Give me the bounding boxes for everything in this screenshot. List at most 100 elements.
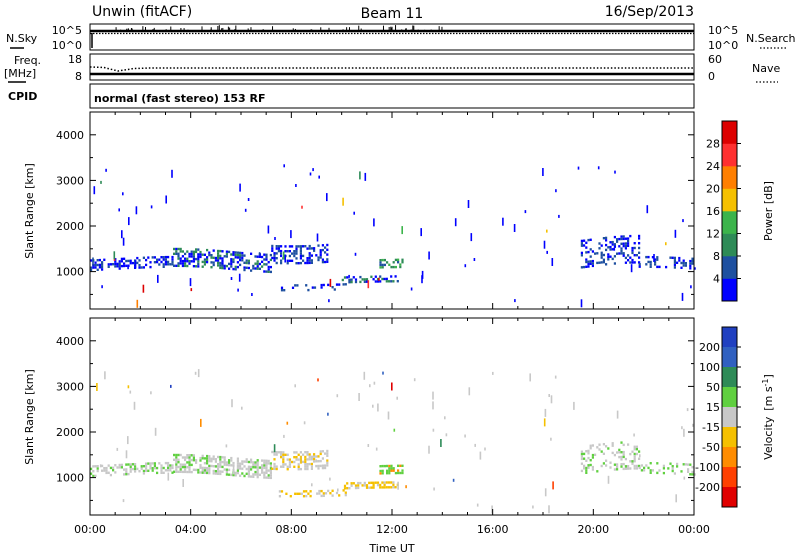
echo-cell [295, 257, 298, 260]
echo-cell [123, 262, 126, 265]
echo-cell [321, 244, 324, 247]
echo-cell [294, 284, 297, 287]
echo-cell [120, 260, 123, 263]
echo-cell [673, 256, 676, 260]
echo-cell [197, 255, 200, 258]
echo-cell [654, 260, 657, 264]
echo-cell [164, 469, 167, 472]
echo-cell [245, 266, 248, 269]
echo-cell [243, 474, 246, 478]
echo-cell [271, 467, 274, 470]
echo-cell [638, 464, 641, 468]
echo-cell [195, 468, 198, 472]
echo-cell [140, 266, 143, 269]
echo-cell [589, 444, 592, 447]
scatter-echo [105, 168, 107, 172]
echo-cell [160, 471, 163, 474]
scatter-echo [92, 257, 94, 266]
echo-cell [326, 464, 329, 467]
echo-cell [256, 262, 259, 266]
echo-cell [175, 456, 178, 459]
echo-cell [624, 467, 627, 470]
echo-cell [293, 252, 296, 255]
scatter-echo [473, 258, 476, 261]
echo-cell [125, 473, 128, 476]
echo-cell [591, 456, 594, 459]
echo-cell [587, 449, 590, 453]
echo-cell [190, 260, 193, 263]
scatter-echo [336, 394, 339, 398]
echo-cell [341, 278, 344, 282]
echo-cell [162, 258, 165, 261]
echo-cell [129, 463, 132, 466]
echo-cell [177, 465, 180, 469]
echo-cell [184, 264, 187, 268]
echo-cell [127, 472, 130, 476]
colorbar-tick-label: 20 [706, 183, 720, 196]
scatter-echo [639, 454, 641, 458]
echo-cell [305, 494, 308, 498]
echo-cell [296, 492, 299, 495]
echo-cell [315, 455, 318, 458]
echo-cell [288, 245, 291, 248]
scatter-echo [391, 382, 393, 391]
echo-cell [171, 466, 174, 470]
echo-cell [203, 258, 206, 261]
echo-cell [162, 265, 165, 268]
scatter-echo [190, 288, 193, 292]
scatter-echo [232, 466, 235, 475]
echo-cell [228, 468, 231, 472]
echo-cell [624, 244, 627, 248]
echo-cell [580, 242, 583, 245]
echo-cell [288, 254, 291, 258]
echo-cell [201, 466, 204, 470]
echo-cell [302, 495, 306, 498]
scatter-echo [348, 274, 350, 278]
scatter-echo [283, 434, 285, 438]
echo-cell [199, 250, 202, 254]
echo-cell [682, 264, 685, 267]
echo-cell [184, 468, 187, 471]
scatter-echo [646, 205, 649, 214]
echo-cell [234, 471, 237, 475]
echo-cell [201, 457, 204, 460]
echo-cell [631, 246, 634, 250]
echo-cell [234, 256, 237, 259]
echo-cell [324, 466, 327, 470]
echo-cell [376, 483, 380, 487]
echo-cell [627, 443, 630, 446]
echo-cell [297, 245, 300, 248]
echo-cell [280, 455, 283, 459]
echo-cell [177, 252, 180, 255]
echo-cell [171, 258, 174, 261]
echo-cell [219, 460, 222, 464]
echo-cell [265, 476, 268, 479]
echo-cell [383, 258, 386, 262]
colorbar-segment [722, 407, 737, 428]
echo-cell [263, 270, 266, 273]
scatter-echo [690, 285, 692, 289]
echo-cell [638, 450, 641, 453]
colorbar-segment [722, 143, 737, 167]
echo-cell [247, 460, 250, 464]
echo-cell [250, 461, 253, 464]
echo-cell [299, 254, 302, 258]
echo-cell [620, 458, 623, 461]
echo-cell [118, 262, 121, 265]
scatter-echo [135, 206, 138, 215]
echo-cell [265, 270, 268, 273]
echo-cell [394, 275, 397, 278]
echo-cell [390, 469, 393, 472]
echo-cell [596, 446, 599, 449]
echo-cell [319, 253, 322, 257]
echo-cell [622, 244, 625, 248]
echo-cell [197, 471, 200, 474]
echo-cell [343, 487, 347, 490]
echo-cell [308, 462, 311, 466]
echo-cell [245, 261, 248, 265]
echo-cell [94, 263, 97, 267]
echo-cell [261, 469, 264, 472]
echo-cell [188, 463, 191, 466]
echo-cell [92, 470, 95, 473]
echo-cell [265, 462, 268, 465]
